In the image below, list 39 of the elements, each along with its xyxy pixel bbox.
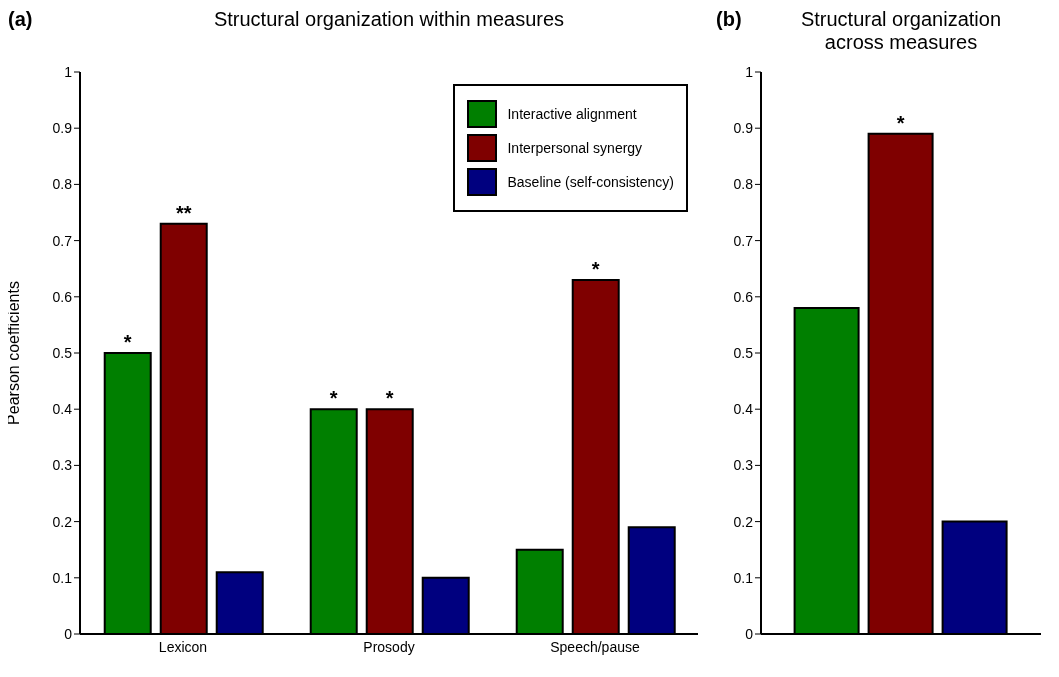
- y-tick-label: 0.9: [733, 120, 754, 137]
- legend-label: Interactive alignment: [507, 106, 637, 122]
- y-tick-label: 0.3: [52, 457, 73, 474]
- y-tick-label: 1: [64, 63, 73, 80]
- data-label: **: [175, 201, 192, 224]
- y-tick-label: 0.1: [733, 569, 754, 586]
- y-tick-label: 1: [745, 63, 754, 80]
- legend-label: Interpersonal synergy: [507, 140, 643, 156]
- data-label: *: [123, 331, 132, 353]
- y-tick-label: 0.2: [733, 513, 754, 530]
- y-tick-label: 0.2: [52, 513, 73, 530]
- x-tick-label: Speech/pause: [550, 638, 640, 655]
- data-label: *: [385, 387, 394, 410]
- y-tick-label: 0.4: [733, 401, 754, 418]
- y-tick-label: 0.8: [733, 176, 754, 193]
- chart-title: Structural organization across measures: [799, 8, 1003, 54]
- y-tick-label: 0.6: [733, 288, 754, 305]
- y-tick-label: 0: [745, 625, 754, 642]
- y-axis-title: Pearson coefficients: [4, 281, 22, 425]
- y-tick-label: 0.5: [52, 344, 73, 361]
- y-tick-label: 0: [64, 625, 73, 642]
- data-label: *: [329, 387, 338, 410]
- y-tick-label: 0.6: [52, 288, 73, 305]
- x-tick-label: Prosody: [363, 638, 415, 655]
- chart-title: Structural organization within measures: [212, 8, 566, 31]
- y-tick-label: 0.3: [733, 457, 754, 474]
- text: (a): [8, 8, 34, 31]
- y-tick-label: 0.5: [733, 344, 754, 361]
- y-tick-label: 0.9: [52, 120, 73, 137]
- y-tick-label: 0.8: [52, 176, 73, 193]
- legend-label: Baseline (self-consistency): [507, 174, 674, 190]
- data-label: *: [591, 257, 600, 280]
- x-tick-label: Lexicon: [158, 638, 208, 655]
- y-tick-label: 0.7: [733, 232, 754, 249]
- y-tick-label: 0.7: [52, 232, 73, 249]
- y-tick-label: 0.1: [52, 569, 73, 586]
- data-label: *: [896, 111, 905, 134]
- text: (b): [716, 8, 743, 31]
- y-tick-label: 0.4: [52, 401, 73, 418]
